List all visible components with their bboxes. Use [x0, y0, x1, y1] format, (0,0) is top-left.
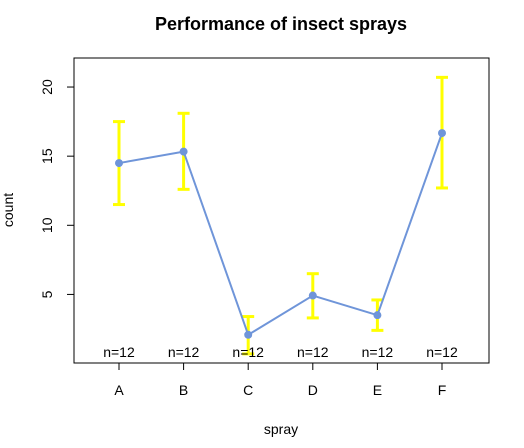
x-tick-label-C: C: [243, 382, 253, 398]
y-tick-label-20: 20: [39, 79, 55, 95]
x-axis: A B C D E F: [114, 362, 447, 398]
data-point-D: [308, 291, 317, 300]
x-tick-label-E: E: [373, 382, 382, 398]
count-label-F: n=12: [426, 344, 458, 360]
plot-frame: [73, 57, 490, 364]
x-axis-label: spray: [264, 421, 298, 437]
data-point-A: [115, 159, 123, 168]
y-tick-label-5: 5: [39, 290, 55, 298]
y-tick-label-10: 10: [39, 217, 55, 233]
x-tick-label-D: D: [308, 382, 318, 398]
chart-title: Performance of insect sprays: [155, 14, 407, 34]
count-label-D: n=12: [297, 344, 329, 360]
x-tick-label-F: F: [438, 382, 447, 398]
series-line: [115, 129, 446, 339]
data-point-C: [244, 330, 253, 339]
y-axis-label: count: [0, 193, 16, 227]
count-label-A: n=12: [103, 344, 135, 360]
y-axis: 5 10 15 20: [39, 79, 75, 298]
data-point-B: [179, 147, 188, 156]
count-label-B: n=12: [168, 344, 200, 360]
count-label-E: n=12: [362, 344, 394, 360]
count-labels: n=12 n=12 n=12 n=12 n=12 n=12: [103, 344, 458, 360]
data-point-E: [373, 311, 382, 320]
x-tick-label-B: B: [179, 382, 188, 398]
count-label-C: n=12: [232, 344, 264, 360]
x-tick-label-A: A: [114, 382, 124, 398]
y-tick-label-15: 15: [39, 148, 55, 164]
data-point-F: [438, 129, 446, 138]
error-bars: [113, 75, 448, 356]
series-polyline: [118, 132, 443, 337]
